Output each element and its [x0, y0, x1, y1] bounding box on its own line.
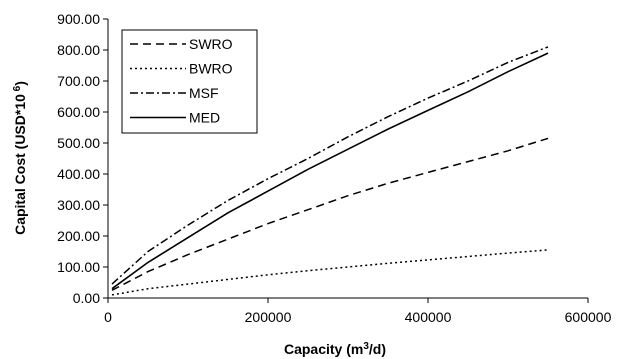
- legend-label-msf: MSF: [189, 85, 219, 101]
- y-axis-ticks: 0.00 100.00 200.00 300.00 400.00 500.00 600.00…: [57, 11, 108, 306]
- y-tick-label: 400.00: [57, 166, 100, 182]
- x-tick-label: 0: [104, 309, 112, 325]
- series-line-med: [111, 52, 549, 290]
- y-tick-label: 700.00: [57, 73, 100, 89]
- y-tick-label: 600.00: [57, 104, 100, 120]
- legend-box: [121, 29, 258, 134]
- x-tick-label: 200000: [245, 309, 292, 325]
- y-tick-label: 800.00: [57, 42, 100, 58]
- x-axis-ticks: 0 200000 400000 600000: [104, 298, 612, 325]
- y-axis-title: Capital Cost (USD*10 6): [12, 81, 29, 235]
- legend-label-med: MED: [189, 110, 220, 126]
- x-tick-label: 600000: [565, 309, 612, 325]
- x-axis-title: Capacity (m3/d): [284, 341, 386, 358]
- y-tick-label: 200.00: [57, 228, 100, 244]
- series-layer: [111, 46, 549, 296]
- x-tick-label: 400000: [405, 309, 452, 325]
- series-line-swro: [111, 137, 549, 291]
- series-line-bwro: [111, 249, 549, 296]
- axes: [107, 19, 588, 299]
- legend: SWRO BWRO MSF MED: [121, 29, 258, 134]
- legend-label-bwro: BWRO: [189, 61, 233, 77]
- legend-label-swro: SWRO: [189, 36, 233, 52]
- y-tick-label: 0.00: [73, 290, 100, 306]
- y-tick-label: 500.00: [57, 135, 100, 151]
- series-line-msf: [111, 46, 549, 285]
- y-tick-label: 100.00: [57, 259, 100, 275]
- y-tick-label: 900.00: [57, 11, 100, 27]
- y-tick-label: 300.00: [57, 197, 100, 213]
